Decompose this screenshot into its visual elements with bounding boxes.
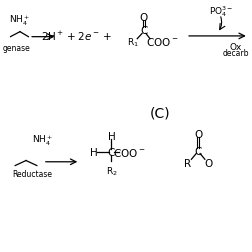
Text: $\mathrm{NH_4^+}$: $\mathrm{NH_4^+}$: [32, 133, 53, 147]
Text: C: C: [107, 147, 115, 157]
Text: $\mathrm{R_1}$: $\mathrm{R_1}$: [127, 36, 139, 48]
Text: C: C: [194, 146, 201, 156]
Text: Ox: Ox: [228, 43, 241, 51]
Text: C: C: [140, 26, 147, 36]
Text: H: H: [107, 131, 115, 141]
Text: O: O: [204, 158, 212, 168]
Text: $\mathrm{NH_4^+}$: $\mathrm{NH_4^+}$: [9, 13, 30, 27]
Text: $\mathrm{COO}^-$: $\mathrm{COO}^-$: [113, 146, 145, 158]
Text: $\mathrm{COO}^-$: $\mathrm{COO}^-$: [145, 36, 177, 48]
Text: Reductase: Reductase: [12, 170, 52, 179]
Text: $2\mathrm{H}^+ + 2e^- +$: $2\mathrm{H}^+ + 2e^- +$: [41, 30, 111, 43]
Text: O: O: [193, 130, 201, 140]
Text: O: O: [139, 13, 147, 23]
Text: genase: genase: [3, 44, 30, 53]
Text: $\mathrm{PO_4^{3-}}$: $\mathrm{PO_4^{3-}}$: [208, 4, 232, 19]
Text: R: R: [183, 158, 190, 168]
Text: decarb: decarb: [221, 49, 248, 58]
Text: (C): (C): [149, 107, 169, 120]
Text: H: H: [89, 147, 97, 157]
Text: $\mathrm{R_2}$: $\mathrm{R_2}$: [105, 165, 117, 178]
